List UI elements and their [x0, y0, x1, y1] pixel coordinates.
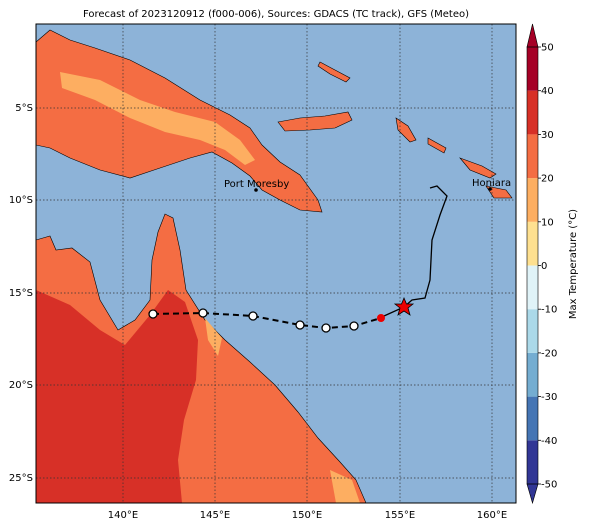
lat-label: 25°S — [9, 473, 33, 484]
colorbar-tick-label: 10 — [541, 217, 554, 228]
colorbar-band — [527, 47, 538, 91]
cooler-coast — [205, 318, 222, 356]
colorbar-tick-label: 50 — [541, 43, 554, 54]
city-marker — [254, 188, 258, 192]
colorbar-band — [527, 440, 538, 484]
colorbar: -50 -40 -30 -20 -10 0 10 20 30 40 50 — [526, 23, 557, 505]
city-label: Honiara — [472, 178, 511, 189]
lon-label: 145°E — [200, 510, 230, 521]
solomon-islands — [459, 157, 497, 179]
lon-label: 140°E — [108, 510, 138, 521]
solomon-islands — [427, 137, 447, 154]
colorbar-band — [527, 352, 538, 397]
solomon-islands — [485, 185, 513, 199]
storm-star — [393, 296, 415, 316]
colorbar-tick-label: -40 — [541, 436, 557, 447]
lat-label: 10°S — [9, 195, 33, 206]
colorbar-band — [527, 221, 538, 266]
map-title: Forecast of 2023120912 (f000-006), Sourc… — [83, 9, 469, 20]
city-label: Port Moresby — [224, 179, 289, 190]
new-britain — [277, 111, 353, 132]
lon-label: 150°E — [292, 510, 322, 521]
colorbar-tick-label: -10 — [541, 305, 557, 316]
colorbar-tick-label: -20 — [541, 348, 557, 359]
hot-interior — [36, 290, 198, 503]
city-marker — [488, 187, 492, 191]
colorbar-label: Max Temperature (°C) — [568, 209, 579, 319]
lon-labels: 140°E 145°E 150°E 155°E 160°E — [108, 510, 507, 521]
colorbar-band — [527, 134, 538, 179]
graticule — [36, 24, 516, 503]
colorbar-tick-label: 30 — [541, 130, 554, 141]
lat-label: 15°S — [9, 288, 33, 299]
track-points — [349, 321, 359, 331]
observed-track — [383, 185, 448, 317]
colorbar-tick-label: 0 — [541, 261, 547, 272]
colorbar-tick-label: 20 — [541, 174, 554, 185]
lon-label: 155°E — [385, 510, 415, 521]
track-points — [148, 308, 359, 333]
current-position — [377, 314, 385, 322]
lon-label: 160°E — [477, 510, 507, 521]
colorbar-band — [527, 178, 538, 222]
colorbar-tick-label: -30 — [541, 392, 557, 403]
colorbar-band — [527, 265, 538, 310]
lat-label: 20°S — [9, 380, 33, 391]
track-points — [295, 320, 305, 330]
lat-labels: 5°S 10°S 15°S 20°S 25°S — [9, 103, 33, 484]
track-points — [321, 323, 331, 333]
track-points — [248, 311, 258, 321]
colorbar-band — [527, 90, 538, 135]
map-frame — [35, 23, 517, 504]
colorbar-band — [527, 309, 538, 353]
colorbar-tick-label: 40 — [541, 86, 554, 97]
map-area: Port Moresby Honiara — [36, 24, 516, 503]
colorbar-extend — [526, 23, 539, 48]
track-points — [198, 308, 208, 318]
track-points — [148, 309, 158, 319]
lat-label: 5°S — [15, 103, 33, 114]
new-ireland — [317, 61, 351, 83]
colorbar-band — [527, 396, 538, 441]
colorbar-extend — [526, 483, 539, 505]
bougainville — [395, 117, 417, 143]
highlands — [60, 72, 255, 165]
colorbar-tick-label: -50 — [541, 480, 557, 491]
